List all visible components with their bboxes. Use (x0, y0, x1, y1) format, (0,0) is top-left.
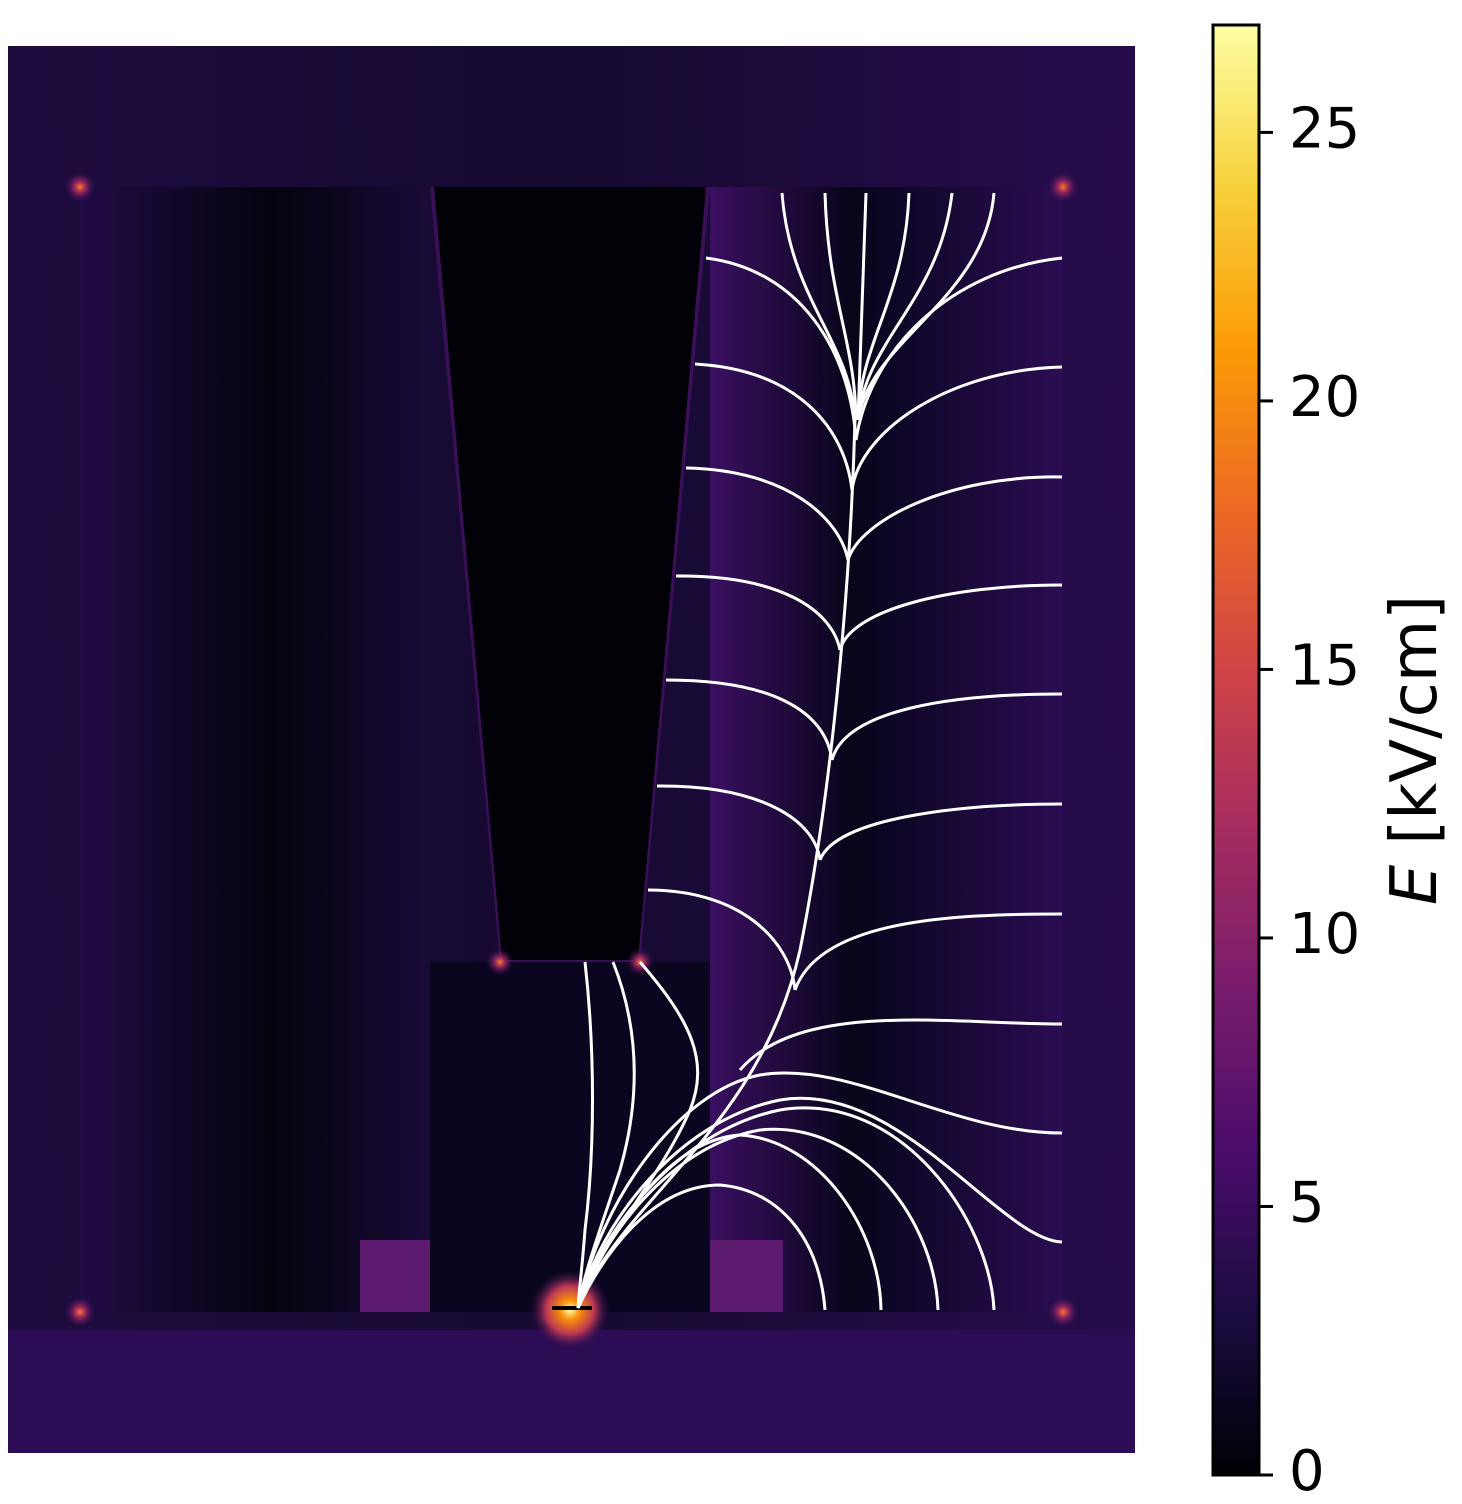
tick-label: 0 (1289, 1439, 1325, 1500)
pad (710, 1240, 783, 1312)
field-line (846, 475, 1063, 561)
electrode (434, 187, 706, 960)
field-line (576, 961, 594, 1309)
field-map (8, 46, 1135, 1453)
field-line (856, 192, 954, 421)
field-line (818, 802, 1063, 861)
tick-label: 15 (1289, 634, 1360, 699)
field-bottom (8, 1330, 1135, 1453)
field-line (576, 1183, 827, 1311)
corner-glow (486, 948, 514, 976)
field-line (856, 192, 911, 421)
field-line (675, 574, 842, 651)
field-line (576, 1071, 1063, 1309)
field-line (830, 692, 1063, 761)
field-line (850, 365, 1063, 491)
field-line (665, 678, 834, 761)
field-line (793, 912, 1063, 991)
field-line (576, 961, 636, 1309)
gap-region (430, 962, 710, 1312)
field-line (838, 583, 1063, 651)
field-line (647, 888, 797, 991)
corner-glow (64, 171, 96, 203)
corner-glow (1047, 1296, 1079, 1328)
corner-glow (1047, 171, 1079, 203)
tick-label: 20 (1289, 365, 1360, 430)
field-line (705, 256, 858, 441)
pad (360, 1240, 430, 1312)
colorbar: 0 5 10 15 20 25 (1211, 23, 1360, 1504)
colorbar-unit: [kV/cm] (1378, 595, 1452, 845)
field-line (685, 466, 850, 561)
right-region (710, 187, 1063, 1312)
colorbar-symbol: E (1378, 864, 1452, 905)
field-line (854, 256, 1063, 441)
colorbar-fill (1211, 23, 1261, 1477)
field-line (738, 1018, 1063, 1071)
field-line (576, 1096, 1063, 1309)
field-lines (576, 192, 1063, 1311)
left-region (80, 187, 430, 1312)
field-line (576, 419, 857, 1309)
field-line (823, 192, 858, 421)
tick-label: 10 (1289, 902, 1360, 967)
field-line (856, 192, 868, 421)
field-line (576, 961, 700, 1309)
tick-label: 5 (1289, 1171, 1325, 1236)
tick-label: 25 (1289, 97, 1360, 162)
colorbar-label: E [kV/cm] (1378, 595, 1452, 905)
field-line (656, 784, 822, 861)
corner-glow (64, 1296, 96, 1328)
field-line (780, 192, 857, 421)
field-line (694, 362, 854, 491)
